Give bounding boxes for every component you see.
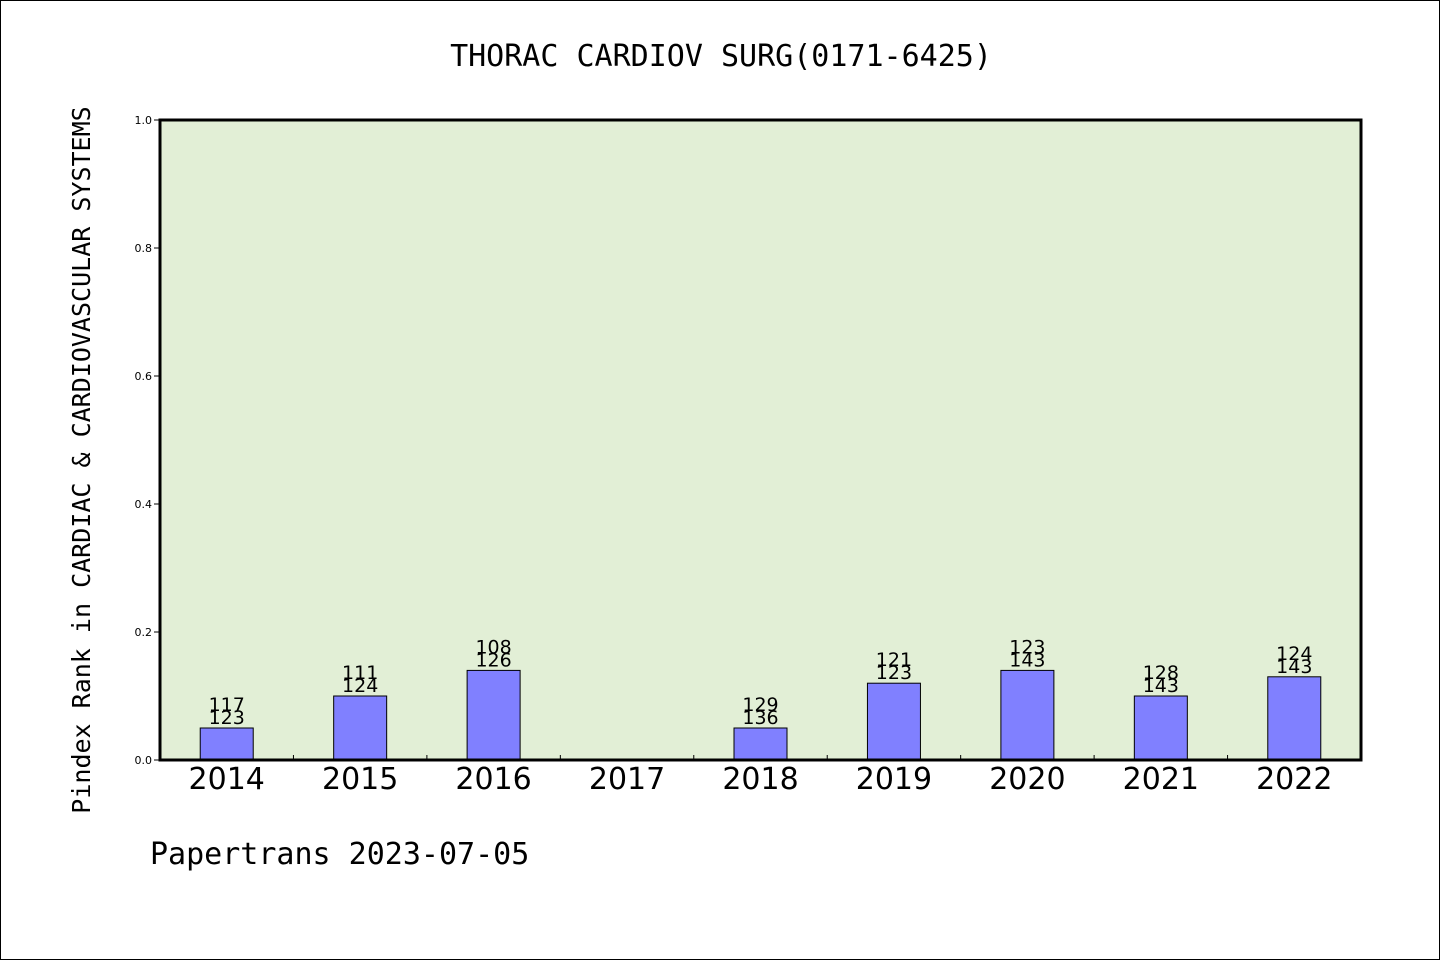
x-tick-label: 2021 — [1123, 762, 1199, 797]
bar — [733, 727, 788, 761]
bar-total-label: 124 — [342, 675, 378, 697]
bar-rank-label: 108 — [475, 636, 511, 658]
bar — [1000, 669, 1055, 761]
chart-title: THORAC CARDIOV SURG(0171-6425) — [450, 39, 992, 74]
bar-total-label: 126 — [475, 649, 511, 671]
bar-rank-label: 111 — [342, 662, 378, 684]
y-axis-label: Pindex Rank in CARDIAC & CARDIOVASCULAR … — [67, 106, 96, 813]
x-tick-label: 2014 — [189, 762, 265, 797]
bar-total-label: 136 — [742, 707, 778, 729]
y-tick-label: 0.4 — [135, 498, 153, 511]
bar — [1267, 676, 1322, 761]
bar-total-label: 143 — [1276, 656, 1312, 678]
footer-credit: Papertrans 2023-07-05 — [150, 837, 529, 872]
bar-total-label: 123 — [209, 707, 245, 729]
bar-rank-label: 128 — [1143, 662, 1179, 684]
x-tick-label: 2019 — [856, 762, 932, 797]
y-tick-label: 0.6 — [135, 370, 153, 383]
bar-rank-label: 123 — [1009, 636, 1045, 658]
bar-labels: 1171231111241081261291361211231231431281… — [209, 636, 1313, 729]
bar-rank-label: 117 — [209, 694, 245, 716]
y-axis-ticks: 0.0 0.2 0.4 0.6 0.8 1.0 — [135, 114, 160, 767]
bars — [199, 669, 1322, 761]
bar-rank-label: 121 — [876, 649, 912, 671]
y-tick-label: 0.0 — [135, 754, 153, 767]
bar-total-label: 143 — [1143, 675, 1179, 697]
x-tick-label: 2018 — [722, 762, 798, 797]
y-tick-label: 1.0 — [135, 114, 153, 127]
x-tick-label: 2015 — [322, 762, 398, 797]
bar-rank-label: 124 — [1276, 643, 1312, 665]
plot-area — [158, 118, 1363, 762]
bar — [1133, 695, 1188, 761]
x-tick-label: 2016 — [455, 762, 531, 797]
x-tick-label: 2020 — [989, 762, 1065, 797]
x-tick-label: 2022 — [1256, 762, 1332, 797]
bar — [199, 727, 254, 761]
bar-rank-label: 129 — [742, 694, 778, 716]
bar-total-label: 143 — [1009, 649, 1045, 671]
x-axis-ticks: 2014 2015 2016 2017 2018 2019 2020 2021 2022 — [189, 755, 1332, 797]
bar — [466, 669, 521, 761]
plot-border — [158, 118, 1363, 762]
y-tick-label: 0.2 — [135, 626, 153, 639]
bar — [866, 682, 921, 761]
bar — [333, 695, 388, 761]
x-tick-label: 2017 — [589, 762, 665, 797]
y-tick-label: 0.8 — [135, 242, 153, 255]
bar-total-label: 123 — [876, 662, 912, 684]
